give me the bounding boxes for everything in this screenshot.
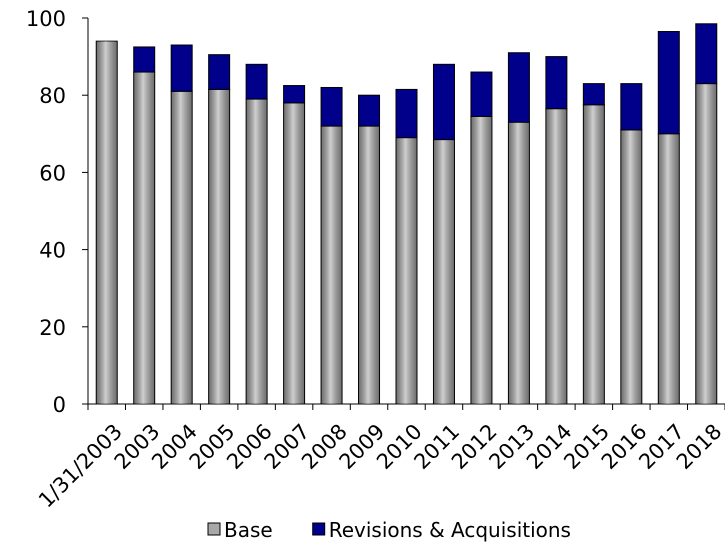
bar-shade	[321, 126, 343, 404]
x-tick-label: 1/31/2003	[34, 419, 127, 512]
bar-shade	[283, 102, 305, 405]
bar-shade	[470, 116, 492, 405]
bar-shade	[508, 122, 530, 404]
legend-label: Revisions & Acquisitions	[329, 518, 571, 542]
bar-segment	[358, 94, 381, 127]
y-tick-label: 40	[39, 239, 66, 263]
bar-shade	[246, 99, 268, 404]
legend-swatch	[207, 522, 221, 536]
y-tick-label: 0	[53, 393, 66, 417]
bar-segment	[620, 83, 643, 131]
bar-shade	[695, 83, 717, 405]
y-tick-label: 100	[26, 7, 66, 31]
bar-shade	[208, 89, 230, 404]
bar-shade	[658, 133, 680, 405]
bar-segment	[245, 63, 268, 100]
y-tick-label: 60	[39, 161, 66, 185]
bar-shade	[396, 137, 417, 404]
y-tick-label: 20	[39, 316, 66, 340]
bar-segment	[695, 23, 718, 85]
bar-segment	[320, 86, 343, 127]
bar-shade	[96, 41, 118, 404]
bar-segment	[283, 85, 306, 104]
bar-segment	[545, 56, 568, 110]
bar-segment	[507, 52, 530, 123]
bar-segment	[133, 46, 156, 73]
bar-shade	[545, 108, 567, 405]
bar-shade	[133, 72, 155, 404]
bar-segment	[432, 63, 455, 141]
legend-label: Base	[224, 518, 273, 542]
bar-shade	[620, 129, 642, 404]
bar-shade	[433, 139, 455, 404]
bar-segment	[582, 83, 605, 106]
y-tick-label: 80	[39, 84, 66, 108]
bar-shade	[171, 91, 193, 404]
bar-segment	[470, 71, 493, 117]
bar-shade	[358, 126, 380, 404]
bar-shade	[583, 104, 605, 404]
bar-segment	[170, 44, 193, 92]
bar-segment	[208, 54, 231, 90]
bar-segment	[657, 31, 680, 135]
bar-segment	[395, 88, 418, 139]
legend-swatch	[312, 522, 326, 536]
